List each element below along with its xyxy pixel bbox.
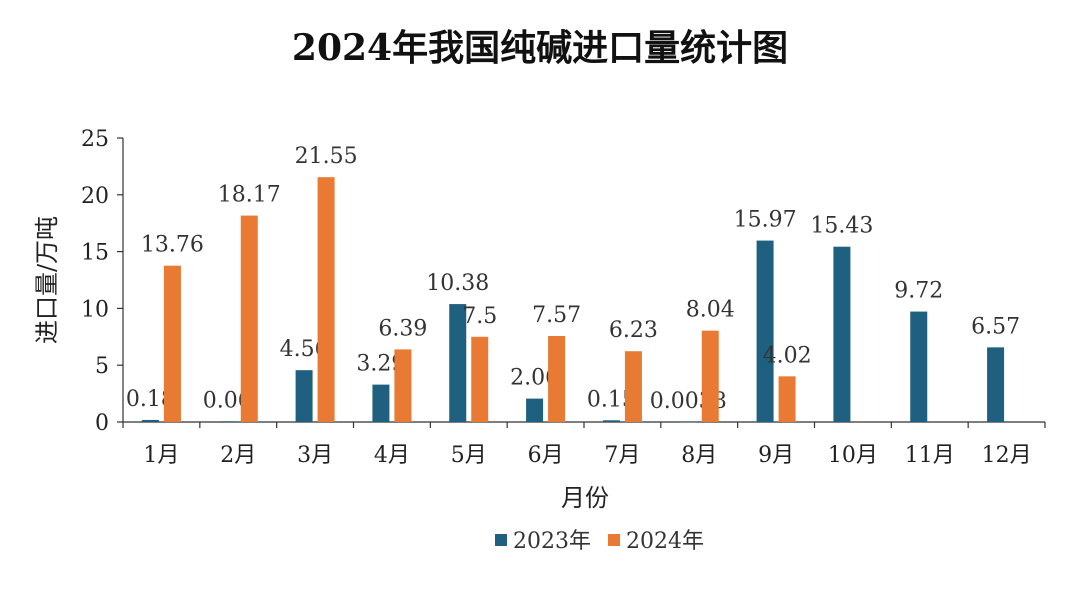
bar-2023	[833, 246, 851, 422]
bar-2023	[602, 420, 620, 422]
x-tick-label: 12月	[982, 443, 1032, 468]
bar-2023	[295, 370, 313, 422]
x-tick-label: 3月	[297, 443, 333, 468]
y-axis-title: 进口量/万吨	[33, 216, 61, 344]
x-tick-label: 6月	[528, 443, 564, 468]
data-label-2024: 7.57	[532, 303, 581, 328]
x-tick-label: 10月	[828, 443, 878, 468]
y-tick-label: 5	[95, 354, 109, 379]
legend-label-2023: 2023年	[513, 529, 591, 554]
data-label-2024: 6.39	[378, 316, 427, 341]
bar-2024	[163, 265, 181, 422]
legend-swatch-2024	[608, 534, 620, 546]
bar-2024	[624, 351, 642, 422]
bar-2024	[471, 336, 489, 422]
x-tick-label: 5月	[451, 443, 487, 468]
data-label-2024: 21.55	[295, 144, 358, 169]
bar-2024	[778, 376, 796, 422]
x-tick-label: 11月	[905, 443, 955, 468]
data-label-2023: 10.38	[426, 271, 489, 296]
x-axis-title: 月份	[561, 484, 609, 512]
data-label-2023: 15.43	[810, 214, 873, 239]
legend-label-2024: 2024年	[626, 529, 704, 554]
bar-2024	[240, 215, 258, 422]
x-tick-label: 4月	[374, 443, 410, 468]
bar-2024	[394, 349, 412, 422]
x-tick-label: 8月	[681, 443, 717, 468]
legend-swatch-2023	[495, 534, 507, 546]
chart-title: 2024年我国纯碱进口量统计图	[292, 27, 788, 69]
data-label-2024: 4.02	[763, 343, 812, 368]
bar-2023	[679, 421, 697, 423]
bar-2023	[449, 304, 467, 422]
bar-2023	[987, 347, 1005, 422]
y-tick-label: 15	[81, 241, 109, 266]
data-label-2023: 6.57	[971, 314, 1020, 339]
y-tick-label: 0	[95, 411, 109, 436]
x-tick-label: 2月	[220, 443, 256, 468]
data-label-2024: 6.23	[609, 318, 658, 343]
bar-2023	[372, 384, 390, 422]
data-label-2023: 9.72	[894, 279, 943, 304]
y-tick-label: 20	[81, 184, 109, 209]
bar-2023	[756, 240, 774, 422]
x-tick-label: 1月	[143, 443, 179, 468]
bar-2024	[548, 336, 566, 422]
y-tick-label: 10	[81, 297, 109, 322]
y-tick-label: 25	[81, 127, 109, 152]
data-label-2024: 13.76	[141, 233, 204, 258]
legend: 2023年 2024年	[495, 529, 704, 554]
data-label-2024: 18.17	[218, 183, 281, 208]
bar-2023	[141, 419, 159, 422]
bar-2023	[910, 311, 928, 422]
x-tick-label: 7月	[604, 443, 640, 468]
x-tick-label: 9月	[758, 443, 794, 468]
data-label-2023: 15.97	[734, 208, 797, 233]
data-label-2024: 8.04	[686, 298, 735, 323]
bar-2023	[218, 421, 236, 422]
bar-2024	[701, 330, 719, 422]
bar-2024	[317, 177, 335, 422]
bar-2023	[526, 398, 544, 422]
data-label-2024: 7.5	[462, 304, 497, 329]
